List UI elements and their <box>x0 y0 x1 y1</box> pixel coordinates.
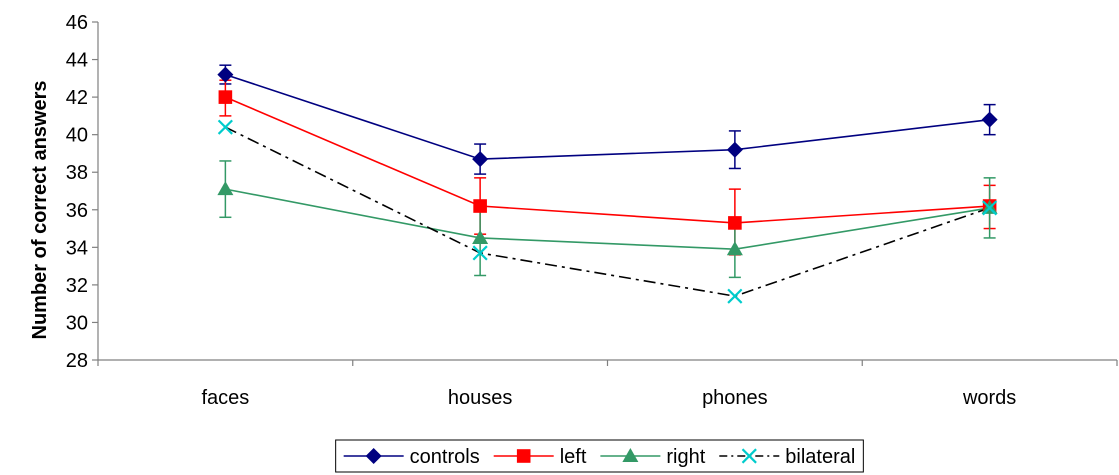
marker-stroke <box>727 288 743 304</box>
x-tick-label: faces <box>201 387 249 409</box>
data-point-bilateral <box>982 200 998 216</box>
y-tick-label: 34 <box>66 237 88 259</box>
legend-marker-controls <box>365 448 382 464</box>
y-tick-label: 44 <box>66 50 88 72</box>
legend-label-right: right <box>666 446 705 468</box>
data-point-bilateral <box>472 245 488 261</box>
series-lines <box>225 73 990 297</box>
series-line-bilateral <box>225 126 990 297</box>
y-tick-label: 32 <box>66 275 88 297</box>
data-point-right <box>726 241 743 256</box>
data-point-bilateral <box>217 119 233 135</box>
x-tick-label: phones <box>702 387 768 409</box>
series-line-controls <box>225 73 990 160</box>
y-tick-label: 38 <box>66 162 88 184</box>
axes <box>92 21 1118 366</box>
legend-marker-left <box>516 449 531 463</box>
data-point-controls <box>472 151 489 168</box>
x-tick-labels: faces houses phones words <box>201 387 1016 409</box>
y-tick-label: 42 <box>66 87 88 109</box>
data-point-controls <box>981 111 998 128</box>
data-point-bilateral <box>727 288 743 304</box>
series-line-left <box>225 96 990 224</box>
data-point-left <box>218 90 233 104</box>
legend-label-bilateral: bilateral <box>785 446 855 468</box>
legend-label-left: left <box>560 446 587 468</box>
data-point-left <box>728 216 742 230</box>
legend: controls left right bilateral <box>335 439 864 473</box>
marker-stroke <box>217 119 233 135</box>
error-bars <box>219 64 996 279</box>
x-tick-label: houses <box>448 387 513 409</box>
marker-stroke <box>741 448 757 464</box>
y-tick-label: 40 <box>66 125 88 147</box>
x-tick-label: words <box>962 387 1016 409</box>
marker-stroke <box>982 200 998 216</box>
data-point-controls <box>217 66 234 83</box>
series-markers <box>217 66 998 304</box>
y-tick-label: 30 <box>66 312 88 334</box>
series-line-right <box>225 188 990 251</box>
y-tick-label: 36 <box>66 200 88 222</box>
legend-marker-right <box>622 448 639 462</box>
data-point-left <box>473 199 487 213</box>
data-point-right <box>217 181 234 196</box>
data-point-right <box>472 229 489 244</box>
y-tick-labels: 28 30 32 34 36 38 40 42 44 46 <box>66 12 88 372</box>
y-tick-label: 46 <box>66 12 88 34</box>
y-axis-title: Number of correct answers <box>29 81 51 340</box>
legend-marker-bilateral <box>741 448 757 464</box>
data-point-controls <box>726 141 743 158</box>
legend-label-controls: controls <box>410 446 480 468</box>
y-tick-label: 28 <box>66 350 88 372</box>
marker-stroke <box>472 245 488 261</box>
